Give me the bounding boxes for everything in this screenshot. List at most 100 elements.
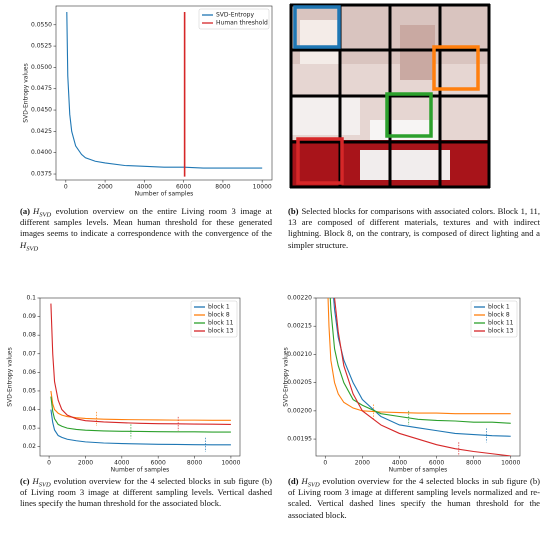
y-tick-label: 0.02 bbox=[23, 443, 37, 450]
line-chart: 0 2000 4000 6000 8000 10000 0.00195 0.00200 0.00… bbox=[283, 295, 521, 474]
caption-text: evolution overview for the 4 selected bl… bbox=[288, 476, 540, 520]
room-image bbox=[289, 3, 491, 189]
caption-label: (d) bbox=[288, 476, 299, 486]
y-tick-label: 0.1 bbox=[26, 295, 36, 302]
y-axis-label: SVD-Entropy values bbox=[7, 347, 14, 406]
x-tick-label: 8000 bbox=[466, 460, 481, 467]
legend-box bbox=[190, 300, 238, 338]
plot-area bbox=[66, 11, 263, 177]
y-tick-label: 0.06 bbox=[23, 369, 37, 376]
y-tick-label: 0.04 bbox=[23, 406, 37, 413]
y-tick-label: 0.0450 bbox=[31, 107, 52, 114]
caption-text: Selected blocks for comparisons with ass… bbox=[288, 206, 540, 250]
x-tick-label: 0 bbox=[323, 460, 327, 467]
x-tick-label: 10000 bbox=[501, 460, 520, 467]
caption-text: evolution overview on the entire Living … bbox=[20, 206, 272, 239]
y-tick-label: 0.0475 bbox=[31, 85, 52, 92]
plot-frame bbox=[39, 297, 241, 457]
legend-label: Human threshold bbox=[216, 20, 268, 27]
caption-sub: SVD bbox=[26, 245, 39, 253]
caption-text: evolution overview for the 4 selected bl… bbox=[20, 476, 272, 509]
y-axis-label: SVD-Entropy values bbox=[283, 347, 290, 406]
y-tick-label: 0.00195 bbox=[287, 436, 312, 443]
y-tick-label: 0.08 bbox=[23, 332, 37, 339]
plot-frame bbox=[315, 297, 521, 457]
plot-area bbox=[327, 298, 511, 456]
y-tick-label: 0.00210 bbox=[287, 351, 312, 358]
caption-math: H bbox=[33, 206, 40, 216]
caption-sub: SVD bbox=[39, 211, 52, 219]
legend-label: block 8 bbox=[208, 312, 230, 319]
series-line bbox=[333, 298, 511, 456]
x-tick-label: 6000 bbox=[429, 460, 444, 467]
y-tick-label: 0.00200 bbox=[287, 407, 312, 414]
y-tick-label: 0.09 bbox=[23, 313, 37, 320]
y-tick-label: 0.00205 bbox=[287, 379, 312, 386]
x-tick-label: 8000 bbox=[187, 460, 202, 467]
y-tick-label: 0.07 bbox=[23, 350, 37, 357]
x-tick-label: 2000 bbox=[97, 184, 112, 191]
table-base bbox=[360, 150, 450, 180]
series-line bbox=[333, 298, 511, 437]
y-tick-label: 0.05 bbox=[23, 387, 37, 394]
caption-math: H bbox=[20, 239, 27, 250]
block-13-box bbox=[296, 137, 344, 185]
block-8-box bbox=[432, 45, 480, 91]
series-line bbox=[50, 390, 231, 421]
x-axis-label: Number of samples bbox=[135, 191, 194, 198]
caption-math: H bbox=[301, 476, 308, 486]
y-tick-label: 0.03 bbox=[23, 425, 37, 432]
y-tick-label: 0.0400 bbox=[31, 149, 52, 156]
x-tick-label: 2000 bbox=[355, 460, 370, 467]
series-line bbox=[329, 298, 511, 424]
y-tick-label: 0.0500 bbox=[31, 64, 52, 71]
y-tick-label: 0.0550 bbox=[31, 21, 52, 28]
legend-box bbox=[198, 8, 270, 30]
caption-label: (a) bbox=[20, 206, 31, 216]
block-11-box bbox=[385, 92, 433, 138]
caption-a: (a) HSVD evolution overview on the entire… bbox=[20, 206, 272, 253]
block-1-box bbox=[293, 5, 341, 49]
x-tick-label: 10000 bbox=[221, 460, 240, 467]
plot-frame bbox=[55, 5, 273, 181]
caption-sub: SVD bbox=[38, 481, 51, 489]
caption-sub: SVD bbox=[307, 481, 320, 489]
x-tick-label: 6000 bbox=[151, 460, 166, 467]
legend-label: block 11 bbox=[488, 320, 514, 327]
x-axis-label: Number of samples bbox=[389, 467, 448, 474]
series-line bbox=[50, 409, 231, 446]
plot-area bbox=[50, 303, 231, 452]
line-chart: 0 2000 4000 6000 8000 10000 0.0375 0.0400 0.0425… bbox=[23, 5, 273, 198]
legend-label: block 1 bbox=[208, 304, 230, 311]
legend-label: block 1 bbox=[488, 304, 510, 311]
legend-box bbox=[470, 300, 518, 338]
x-tick-label: 4000 bbox=[137, 184, 152, 191]
x-tick-label: 4000 bbox=[392, 460, 407, 467]
x-tick-label: 2000 bbox=[78, 460, 93, 467]
x-tick-label: 8000 bbox=[215, 184, 230, 191]
y-tick-label: 0.00220 bbox=[287, 295, 312, 302]
caption-math: H bbox=[32, 476, 39, 486]
x-tick-label: 6000 bbox=[176, 184, 191, 191]
x-tick-label: 4000 bbox=[114, 460, 129, 467]
caption-label: (b) bbox=[288, 206, 299, 216]
x-tick-label: 0 bbox=[64, 184, 68, 191]
y-tick-label: 0.0525 bbox=[31, 43, 52, 50]
legend-label: block 8 bbox=[488, 312, 510, 319]
y-tick-label: 0.00215 bbox=[287, 323, 312, 330]
line-chart: 0 2000 4000 6000 8000 10000 0.02 0.03 0.04 0.05 0.… bbox=[7, 295, 241, 474]
window bbox=[300, 20, 340, 64]
x-tick-label: 0 bbox=[47, 460, 51, 467]
legend-label: block 13 bbox=[488, 328, 514, 335]
series-line bbox=[50, 396, 231, 433]
caption-d: (d) HSVD evolution overview for the 4 sel… bbox=[288, 476, 540, 521]
sofa bbox=[290, 95, 360, 135]
series-line bbox=[66, 11, 263, 169]
series-line bbox=[327, 298, 511, 415]
caption-b: (b) Selected blocks for comparisons with … bbox=[288, 206, 540, 251]
caption-label: (c) bbox=[20, 476, 30, 486]
x-axis-label: Number of samples bbox=[111, 467, 170, 474]
painting bbox=[400, 25, 435, 80]
